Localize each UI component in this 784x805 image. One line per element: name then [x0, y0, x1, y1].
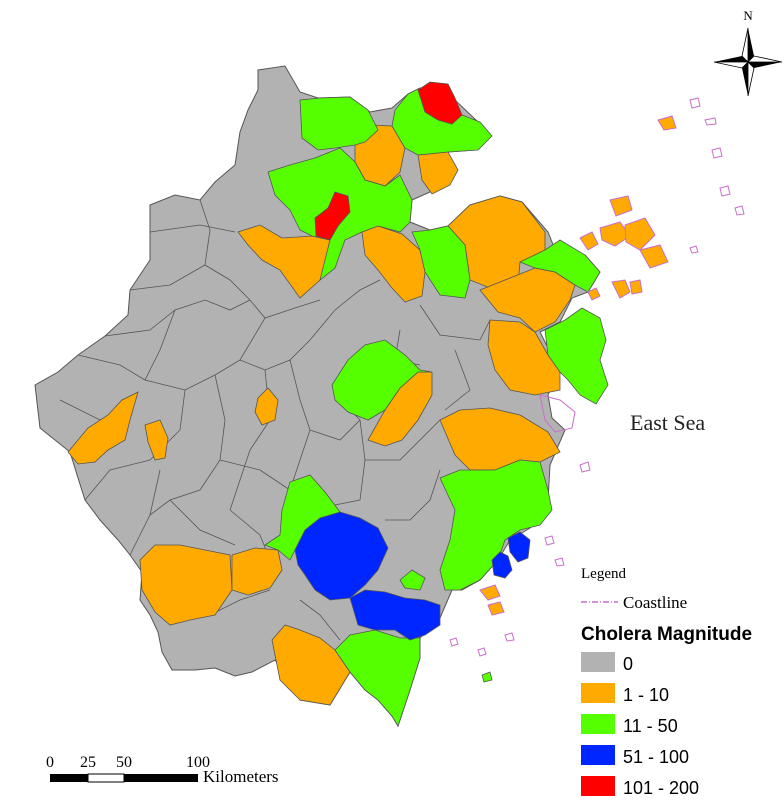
legend: Legend Coastline Cholera Magnitude 0 1 -… [581, 566, 752, 798]
region-green [481, 671, 493, 683]
region-orange [361, 225, 426, 303]
region-red [417, 81, 463, 125]
region-blue [491, 551, 513, 579]
region-green [399, 569, 426, 591]
region-blue [294, 511, 389, 601]
region-orange [439, 407, 561, 471]
region-red [314, 191, 351, 241]
legend-class-51-100: 51 - 100 [581, 745, 689, 767]
legend-swatch [581, 683, 615, 703]
scale-tick-25: 25 [80, 754, 96, 771]
region-green [519, 239, 601, 293]
legend-class-label: 1 - 10 [623, 685, 669, 705]
legend-class-label: 11 - 50 [623, 716, 678, 736]
district-boundaries [59, 199, 491, 641]
region-green [411, 225, 471, 299]
class-101-200-regions [314, 81, 463, 241]
class-1-10-regions [67, 124, 576, 706]
region-green [331, 339, 433, 421]
sea-label: East Sea [630, 410, 705, 435]
region-orange [139, 544, 233, 626]
region-orange [144, 419, 169, 461]
north-arrow: N [713, 8, 783, 97]
legend-class-label: 51 - 100 [623, 747, 689, 767]
region-green [264, 474, 341, 561]
legend-class-101-200: 101 - 200 [581, 776, 699, 798]
region-orange [479, 267, 576, 333]
scale-tick-50: 50 [116, 754, 132, 771]
legend-class-11-50: 11 - 50 [581, 714, 678, 736]
region-orange [67, 391, 139, 465]
legend-swatch [581, 745, 615, 765]
scale-bar: 0 25 50 100 Kilometers [46, 754, 279, 786]
legend-class-0: 0 [581, 652, 633, 674]
region-green [299, 96, 379, 151]
region-blue [349, 589, 441, 641]
coastline-islands [449, 97, 745, 657]
region-orange [487, 319, 561, 396]
legend-title: Legend [581, 566, 626, 582]
scale-unit: Kilometers [203, 767, 279, 786]
region-orange [254, 387, 279, 426]
north-label: N [743, 8, 753, 23]
legend-class-1-10: 1 - 10 [581, 683, 669, 705]
legend-swatch [581, 776, 615, 796]
legend-class-label: 0 [623, 654, 633, 674]
class-51-100-regions [294, 511, 531, 641]
scale-tick-100: 100 [186, 754, 210, 771]
legend-class-label: 101 - 200 [623, 778, 699, 798]
legend-swatch [581, 652, 615, 672]
region-orange [231, 547, 283, 596]
region-green [439, 459, 553, 591]
coastline-label: Coastline [623, 593, 687, 612]
region-green [334, 629, 421, 727]
region-blue [507, 531, 531, 563]
legend-swatch [581, 714, 615, 734]
magnitude-title: Cholera Magnitude [581, 624, 752, 645]
scale-tick-0: 0 [46, 754, 54, 771]
region-green [544, 307, 609, 405]
